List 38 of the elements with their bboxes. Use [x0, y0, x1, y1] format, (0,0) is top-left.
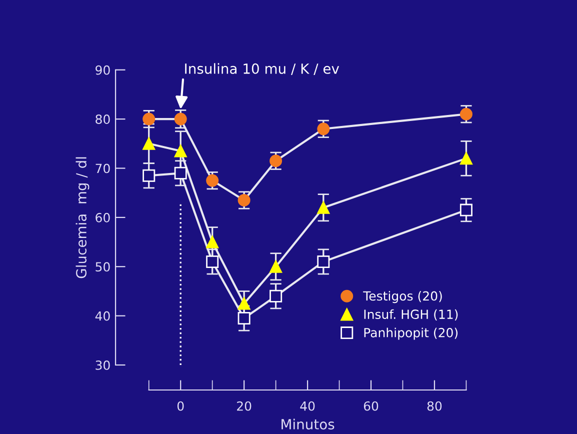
annotation: Insulina 10 mu / K / ev [185, 63, 340, 75]
point [206, 255, 219, 268]
legend-label: Panhipopit (20) [364, 328, 458, 340]
point [238, 194, 250, 206]
point [174, 144, 187, 158]
x-tick-label: 40 [300, 401, 315, 411]
y-tick-label: 70 [96, 164, 110, 174]
point [270, 260, 282, 273]
y-tick-label: 30 [96, 360, 110, 370]
point [206, 174, 219, 187]
point [238, 312, 250, 325]
x-tick-label: 0 [177, 401, 184, 411]
point [460, 152, 472, 165]
x-axis-title: Minutos [282, 418, 334, 430]
x-tick-label: 80 [427, 401, 442, 411]
point [206, 236, 219, 248]
point [142, 137, 156, 150]
x-tick-label: 20 [237, 401, 252, 411]
point [317, 122, 330, 136]
y-tick-label: 90 [96, 65, 110, 75]
legend-label: Insuf. HGH (11) [364, 309, 458, 320]
point [142, 169, 156, 182]
point [270, 154, 282, 168]
point [270, 290, 282, 302]
y-tick-label: 80 [96, 114, 110, 124]
point [460, 204, 472, 216]
y-tick-label: 50 [96, 262, 110, 272]
x-tick-label: 60 [364, 401, 378, 411]
y-axis-title: Glucemia mg / dl [76, 157, 90, 278]
point [460, 108, 472, 120]
point [174, 166, 187, 180]
y-tick-label: 60 [96, 212, 110, 222]
legend-label: Testigos (20) [363, 290, 442, 304]
y-tick-label: 40 [95, 311, 110, 321]
point [238, 297, 250, 310]
point [317, 201, 330, 214]
point [174, 112, 187, 126]
point [317, 255, 330, 268]
